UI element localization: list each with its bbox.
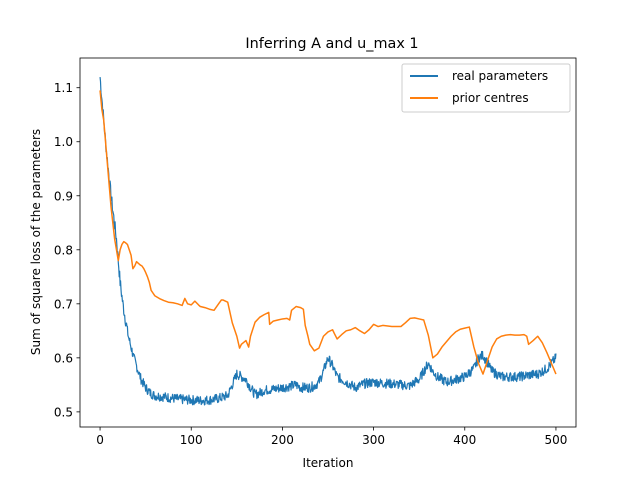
y-tick-label-0.8: 0.8: [54, 243, 73, 257]
plot-area: 0 100 200 300 400 500 0.5 0.6 0.7 0.8 0.9 1.0 1.1: [54, 57, 577, 447]
x-tick-label-400: 400: [453, 433, 476, 447]
y-tick-label-0.7: 0.7: [54, 297, 73, 311]
legend-label-real-parameters: real parameters: [452, 69, 548, 83]
y-axis-label: Sum of square loss of the parameters: [29, 129, 43, 355]
legend: real parameters prior centres: [401, 63, 571, 113]
x-axis-label: Iteration: [303, 456, 354, 470]
y-tick-label-0.9: 0.9: [54, 189, 73, 203]
chart-title: Inferring A and u_max 1: [245, 36, 418, 52]
axes-frame: [79, 57, 577, 428]
x-tick-label-100: 100: [180, 433, 203, 447]
x-tick-label-0: 0: [96, 433, 104, 447]
x-tick-label-300: 300: [362, 433, 385, 447]
series-line-prior-centres: [99, 90, 557, 375]
x-tick-label-500: 500: [544, 433, 567, 447]
y-tick-label-0.5: 0.5: [54, 405, 73, 419]
legend-label-prior-centres: prior centres: [452, 91, 529, 105]
y-tick-label-1: 1.0: [54, 135, 73, 149]
y-tick-label-0.6: 0.6: [54, 351, 73, 365]
series-line-real-parameters: [99, 76, 557, 406]
y-tick-label-1.1: 1.1: [54, 81, 73, 95]
legend-box: [401, 63, 571, 113]
x-tick-label-200: 200: [271, 433, 294, 447]
